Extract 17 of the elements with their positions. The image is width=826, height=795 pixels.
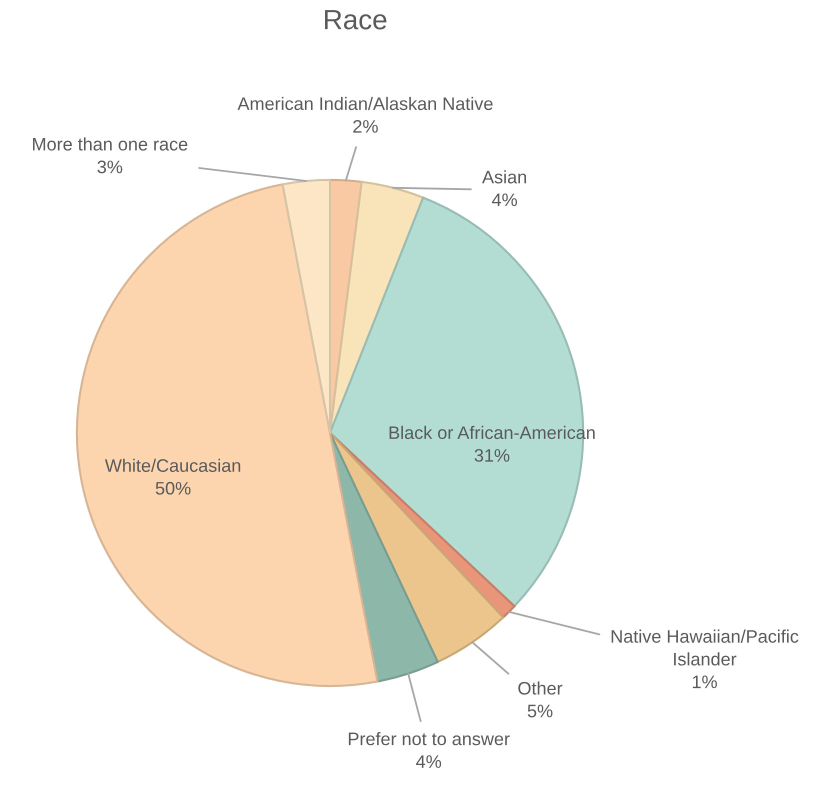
slice-label: American Indian/Alaskan Native xyxy=(238,96,493,110)
data-label: 50% xyxy=(156,482,191,495)
chart-title: Race xyxy=(325,10,386,30)
slice-label: Prefer not to answer xyxy=(348,732,510,746)
slice-label: Asian xyxy=(482,170,526,184)
pie-slice xyxy=(76,183,378,688)
slice-label: Other xyxy=(518,681,562,695)
data-label: 4% xyxy=(416,755,442,768)
data-label: 4% xyxy=(492,193,518,206)
data-label: 2% xyxy=(353,120,378,133)
data-label: 5% xyxy=(528,704,552,718)
data-label: 3% xyxy=(97,160,122,174)
slice-label: More than one race xyxy=(33,137,188,151)
data-label: 31% xyxy=(474,449,510,462)
data-label: 1% xyxy=(692,676,717,688)
slice-label: White/Caucasian xyxy=(104,458,240,472)
slice-label: Native Hawaiian/Pacific Islander xyxy=(612,630,798,666)
